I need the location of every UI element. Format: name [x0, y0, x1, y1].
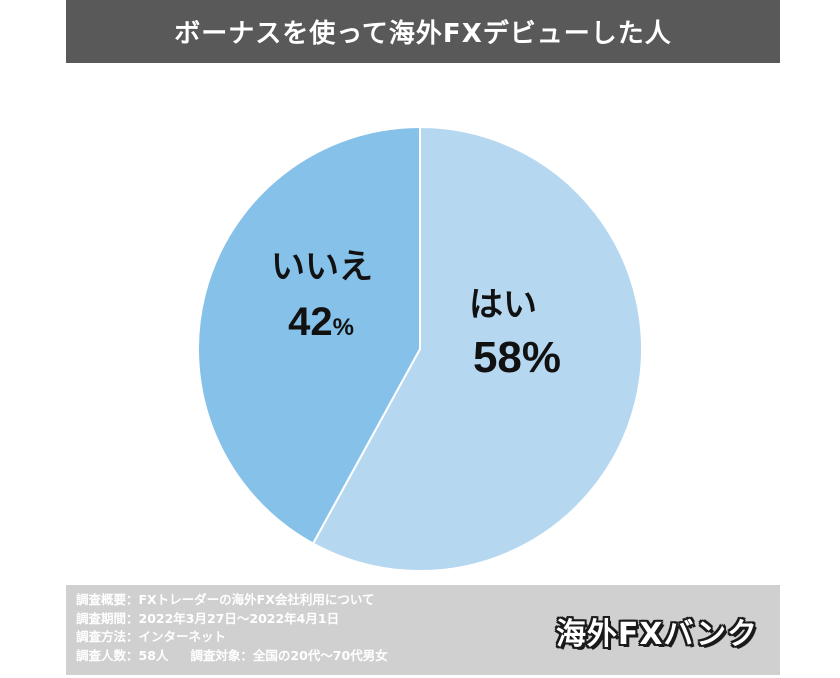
pie-slice-yes: [311, 125, 643, 572]
slice-value-yes: 58%: [473, 333, 561, 382]
survey-footer: 調査概要：FXトレーダーの海外FX会社利用について 調査期間：2022年3月27…: [66, 585, 780, 675]
brand-logo: 海外FXバンク: [555, 617, 759, 652]
title-bar: ボーナスを使って海外FXデビューした人: [66, 0, 780, 63]
survey-target: 調査対象：全国の20代～70代男女: [190, 647, 388, 663]
survey-overview: 調査概要：FXトレーダーの海外FX会社利用について: [76, 592, 375, 607]
slice-label-no: いいえ: [271, 247, 373, 287]
chart-title: ボーナスを使って海外FXデビューした人: [174, 19, 672, 49]
survey-method: 調査方法：インターネット: [76, 629, 227, 644]
pie-slice-no: [197, 125, 421, 545]
survey-notes: 調査概要：FXトレーダーの海外FX会社利用について 調査期間：2022年3月27…: [76, 591, 388, 665]
slice-label-yes: はい: [469, 285, 537, 325]
survey-count: 調査人数：58人: [76, 647, 169, 663]
slice-value-unit: %: [333, 314, 354, 341]
survey-period: 調査期間：2022年3月27日～2022年4月1日: [76, 610, 340, 626]
